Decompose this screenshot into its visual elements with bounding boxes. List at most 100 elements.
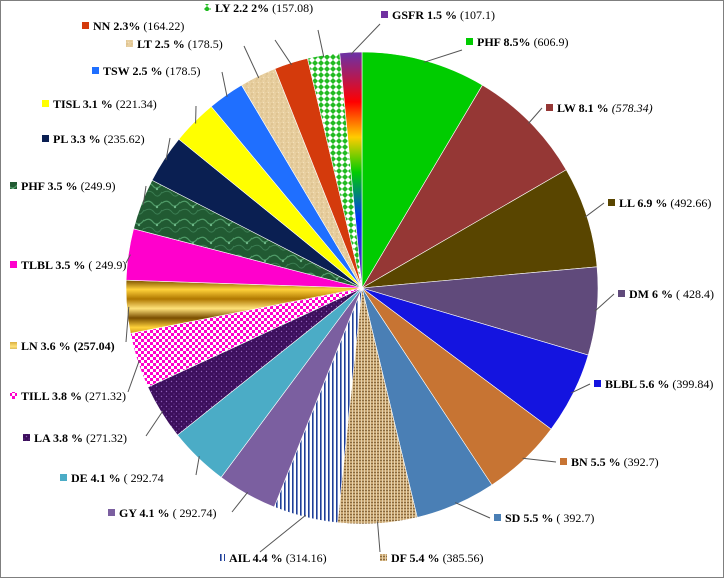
slice-label-name: LT 2.5 % bbox=[137, 37, 185, 51]
slice-labels: PHF 8.5% (606.9) LW 8.1 % (578.34) LL 6.9 … bbox=[10, 1, 714, 565]
leader-line bbox=[317, 29, 325, 58]
slice-label: BN 5.5 % (392.7) bbox=[571, 455, 659, 469]
slice-label-name: DF 5.4 % bbox=[391, 551, 440, 565]
legend-marker bbox=[494, 514, 501, 521]
leader-line bbox=[231, 491, 249, 513]
slice-label-value: (399.84) bbox=[669, 377, 713, 391]
slice-label-value: (249.9) bbox=[78, 179, 116, 193]
pie-slice bbox=[339, 51, 363, 289]
slice-label-name: SD 5.5 % bbox=[505, 511, 553, 525]
leader-lines bbox=[125, 23, 615, 553]
leader-line bbox=[584, 202, 605, 218]
slice-label-value: (578.34) bbox=[609, 101, 653, 115]
legend-marker bbox=[10, 342, 17, 349]
pie-slice bbox=[361, 169, 598, 289]
legend-marker bbox=[108, 509, 115, 516]
slice-label: TISL 3.1 % (221.34) bbox=[53, 97, 157, 111]
slice-label-name: LA 3.8 % bbox=[34, 431, 83, 445]
slice-label-name: GSFR 1.5 % bbox=[392, 8, 457, 22]
slice-label: PHF 3.5 % (249.9) bbox=[21, 179, 116, 193]
slice-label: AIL 4.4 % (314.16) bbox=[229, 551, 327, 565]
leader-line bbox=[274, 39, 293, 66]
legend-marker bbox=[10, 392, 17, 399]
leader-line bbox=[195, 456, 200, 476]
slice-label-name: TSW 2.5 % bbox=[103, 64, 162, 78]
leader-line bbox=[594, 293, 615, 312]
legend-marker bbox=[42, 100, 49, 107]
slice-label-value: ( 392.7) bbox=[553, 511, 594, 525]
slice-label-name: LW 8.1 % bbox=[557, 101, 609, 115]
leader-line bbox=[454, 502, 491, 519]
slice-label-value: (271.32) bbox=[82, 389, 126, 403]
slice-label: LN 3.6 % (257.04) bbox=[21, 339, 115, 353]
slice-label-value: (385.56) bbox=[440, 551, 484, 565]
slice-label-name: BN 5.5 % bbox=[571, 455, 621, 469]
slice-label: BLBL 5.6 % (399.84) bbox=[605, 377, 713, 391]
slice-label-name: DE 4.1 % bbox=[71, 471, 121, 485]
leader-line bbox=[522, 457, 557, 463]
leader-line bbox=[142, 185, 147, 205]
legend-marker bbox=[608, 199, 615, 206]
legend-marker bbox=[218, 554, 225, 561]
leader-line bbox=[423, 49, 463, 63]
slice-label-name: PHF 8.5% bbox=[477, 35, 531, 49]
leader-line bbox=[528, 107, 543, 124]
slice-label: LA 3.8 % (271.32) bbox=[34, 431, 127, 445]
slice-label-value: (107.1) bbox=[457, 8, 495, 22]
leader-line bbox=[350, 23, 381, 55]
slice-label-name: TLBL 3.5 % bbox=[21, 258, 85, 272]
slice-label-value: (314.16) bbox=[283, 551, 327, 565]
leader-line bbox=[125, 254, 131, 264]
legend-marker bbox=[92, 67, 99, 74]
legend-marker bbox=[10, 261, 17, 268]
slice-label-value: ( 292.74) bbox=[170, 506, 217, 520]
legend-marker bbox=[42, 135, 49, 142]
legend-marker bbox=[466, 38, 473, 45]
legend-marker bbox=[60, 474, 67, 481]
slice-label-name: TISL 3.1 % bbox=[53, 97, 113, 111]
slice-label-name: LY 2.2 2% bbox=[215, 1, 269, 15]
slice-label-value: (235.62) bbox=[101, 132, 145, 146]
slice-label-value: (606.9) bbox=[531, 35, 569, 49]
legend-marker bbox=[546, 104, 553, 111]
slice-label-value: (271.32) bbox=[83, 431, 127, 445]
legend-marker bbox=[10, 182, 17, 189]
slice-label: PHF 8.5% (606.9) bbox=[477, 35, 569, 49]
slice-label-name: GY 4.1 % bbox=[119, 506, 170, 520]
slice-label-value: (492.66) bbox=[667, 196, 711, 210]
legend-marker bbox=[381, 11, 388, 18]
slice-label: TILL 3.8 % (271.32) bbox=[21, 389, 126, 403]
slice-label: NN 2.3% (164.22) bbox=[93, 19, 184, 33]
leader-line bbox=[125, 306, 130, 343]
legend-marker bbox=[380, 554, 387, 561]
slice-label: LW 8.1 % (578.34) bbox=[557, 101, 653, 115]
pie-slices bbox=[125, 51, 599, 525]
legend-marker bbox=[594, 380, 601, 387]
slice-label: DE 4.1 % ( 292.74 bbox=[71, 471, 164, 485]
legend-marker bbox=[204, 4, 211, 11]
leader-line bbox=[221, 71, 228, 97]
slice-label-value: (178.5) bbox=[185, 37, 223, 51]
leader-line bbox=[259, 514, 307, 553]
leader-line bbox=[243, 45, 260, 79]
slice-label: LL 6.9 % (492.66) bbox=[619, 196, 711, 210]
slice-label-value: (221.34) bbox=[113, 97, 157, 111]
slice-label-value: ( 249.9) bbox=[85, 258, 126, 272]
slice-label: TLBL 3.5 % ( 249.9) bbox=[21, 258, 126, 272]
legend-marker bbox=[23, 434, 30, 441]
legend-marker bbox=[82, 22, 89, 29]
slice-label-name: NN 2.3% bbox=[93, 19, 140, 33]
slice-label: LY 2.2 2% (157.08) bbox=[215, 1, 313, 15]
leader-line bbox=[570, 383, 591, 394]
slice-label-value: ( 292.74 bbox=[121, 471, 164, 485]
slice-label-name: TILL 3.8 % bbox=[21, 389, 82, 403]
slice-label-name: PL 3.3 % bbox=[53, 132, 101, 146]
slice-label-value: ( 428.4) bbox=[673, 287, 714, 301]
legend-marker bbox=[560, 458, 567, 465]
slice-label-value: (164.22) bbox=[140, 19, 184, 33]
slice-label-value: (157.08) bbox=[269, 1, 313, 15]
slice-label-name: BLBL 5.6 % bbox=[605, 377, 669, 391]
slice-label-name: LN 3.6 % (257.04) bbox=[21, 339, 115, 353]
slice-label: DF 5.4 % (385.56) bbox=[391, 551, 484, 565]
